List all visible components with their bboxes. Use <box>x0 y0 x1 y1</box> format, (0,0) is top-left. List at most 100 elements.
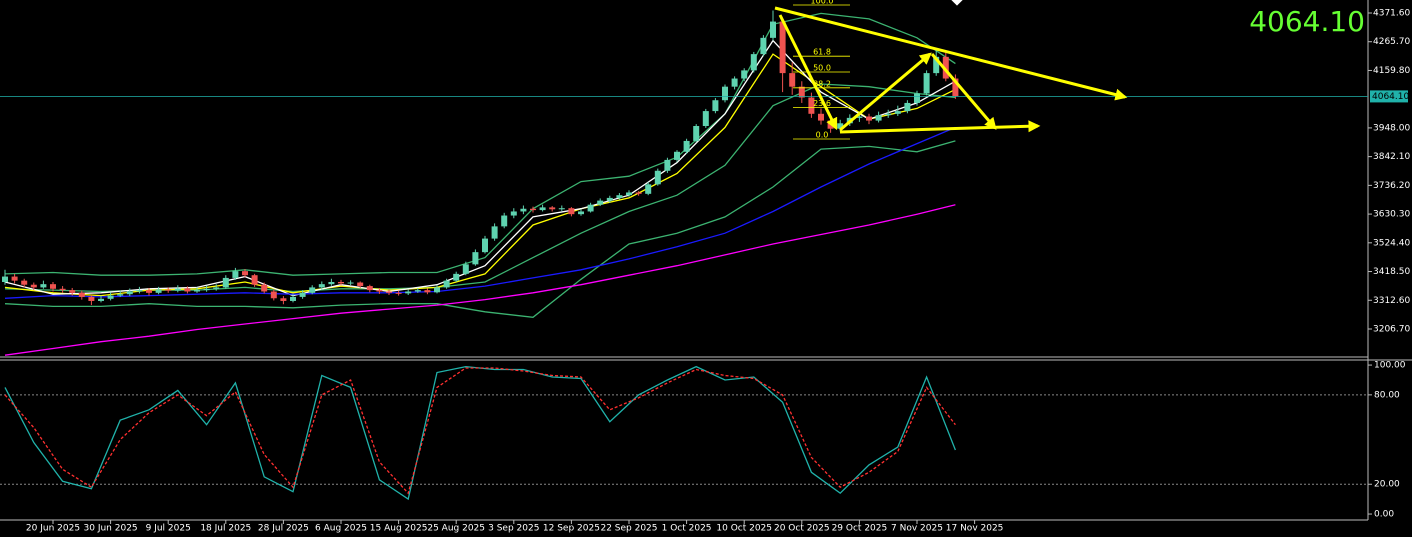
candle-body <box>770 21 776 38</box>
candle-body <box>328 281 335 285</box>
candle-body <box>587 204 594 212</box>
candle-body <box>741 70 748 79</box>
candle-body <box>462 264 469 274</box>
candle-body <box>98 298 104 301</box>
y-tick-label: 3842.10 <box>1373 152 1410 162</box>
x-tick-label: 28 Jul 2025 <box>258 524 309 534</box>
candle-body <box>491 226 498 239</box>
candle-body <box>779 21 786 74</box>
candle-body <box>2 276 8 282</box>
fib-label: 61.8 <box>813 48 831 57</box>
candle-body <box>165 289 172 291</box>
trend-line <box>839 120 1041 134</box>
candle-body <box>69 290 76 293</box>
candle-body <box>894 111 901 114</box>
y-tick-label: 4159.80 <box>1373 66 1410 76</box>
candle-body <box>866 116 872 121</box>
candle-body <box>501 215 508 227</box>
candle-body <box>578 211 584 215</box>
wave-arrow <box>778 14 838 131</box>
candle-body <box>530 208 536 211</box>
candle-body <box>88 296 95 301</box>
candle-body <box>568 208 575 215</box>
fib-label: 50.0 <box>813 64 831 73</box>
candle-body <box>520 208 527 212</box>
candle-body <box>386 291 392 293</box>
candle-body <box>299 292 306 297</box>
candle-body <box>155 289 162 293</box>
candle-body <box>472 252 479 265</box>
fib-label: 23.6 <box>813 99 831 108</box>
candle-body <box>184 288 191 292</box>
fib-label: 0.0 <box>816 131 829 140</box>
candle-body <box>117 294 124 296</box>
candle-body <box>558 208 565 210</box>
candle-body <box>232 271 239 278</box>
candle-body <box>731 78 738 87</box>
stochastic-line <box>4 365 957 501</box>
indicator-line <box>4 204 956 356</box>
y-tick-label: 3630.30 <box>1373 210 1410 220</box>
candle-body <box>78 292 85 297</box>
x-tick-label: 29 Oct 2025 <box>832 524 888 534</box>
candle-body <box>280 298 287 301</box>
candle-body <box>261 284 268 292</box>
wave-arrow <box>930 53 997 130</box>
last-price-label: 4064.10 <box>1372 92 1409 102</box>
candle-body <box>203 288 210 291</box>
candle-body <box>616 195 623 198</box>
candle-body <box>50 284 56 289</box>
drawings <box>774 6 1128 134</box>
candle-body <box>693 126 700 141</box>
candle-body <box>818 113 824 121</box>
candle-body <box>654 170 661 185</box>
candle-body <box>318 284 325 288</box>
stochastic-line <box>4 367 956 495</box>
candle-body <box>366 286 373 291</box>
indicator-line <box>4 126 956 299</box>
candle-body <box>923 73 930 94</box>
candle-body <box>21 280 28 285</box>
y-tick-label: 3736.20 <box>1373 181 1410 191</box>
candle-body <box>194 290 200 292</box>
candle-body <box>376 290 383 292</box>
candle-body <box>146 290 152 293</box>
candle-body <box>750 54 757 71</box>
indicator-line <box>4 39 956 297</box>
candle-body <box>712 100 719 112</box>
candle-body <box>11 276 18 281</box>
candle-body <box>664 159 671 171</box>
candle-body <box>549 207 556 210</box>
candle-body <box>798 86 805 98</box>
y-tick-label: 3418.50 <box>1373 267 1410 277</box>
x-tick-label: 18 Jul 2025 <box>200 524 251 534</box>
candle-body <box>702 111 709 127</box>
candle-body <box>434 287 440 293</box>
candle-body <box>107 295 114 299</box>
x-tick-label: 10 Oct 2025 <box>716 524 772 534</box>
candle-body <box>942 56 949 79</box>
candle-body <box>290 296 296 301</box>
candle-body <box>405 291 412 294</box>
trend-line <box>774 6 1128 101</box>
candle-body <box>136 290 143 292</box>
candle-body <box>875 115 882 121</box>
candle-body <box>443 280 450 288</box>
y-tick-label: 4371.60 <box>1373 8 1410 18</box>
candle-body <box>606 197 613 201</box>
candle-body <box>395 292 402 294</box>
y-tick-label: 0.00 <box>1374 510 1394 520</box>
candle-body <box>722 86 728 101</box>
candle-body <box>40 284 47 288</box>
y-tick-label: 3524.40 <box>1373 238 1410 248</box>
x-tick-label: 1 Oct 2025 <box>662 524 712 534</box>
x-tick-label: 15 Aug 2025 <box>370 524 428 534</box>
candle-body <box>933 56 940 74</box>
candle-body <box>222 277 229 288</box>
candle-body <box>347 282 354 284</box>
y-tick-label: 80.00 <box>1374 390 1400 400</box>
